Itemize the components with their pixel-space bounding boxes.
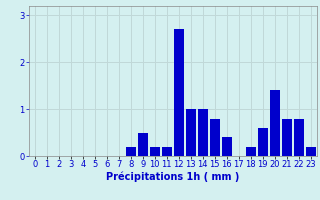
Bar	[150, 147, 160, 156]
Bar	[294, 118, 304, 156]
Bar	[270, 90, 280, 156]
Bar	[246, 147, 256, 156]
Bar	[222, 137, 232, 156]
Bar	[186, 109, 196, 156]
Bar	[282, 118, 292, 156]
Bar	[306, 147, 316, 156]
Bar	[162, 147, 172, 156]
Bar	[126, 147, 136, 156]
X-axis label: Précipitations 1h ( mm ): Précipitations 1h ( mm )	[106, 172, 239, 182]
Bar	[198, 109, 208, 156]
Bar	[138, 133, 148, 156]
Bar	[210, 118, 220, 156]
Bar	[258, 128, 268, 156]
Bar	[174, 29, 184, 156]
